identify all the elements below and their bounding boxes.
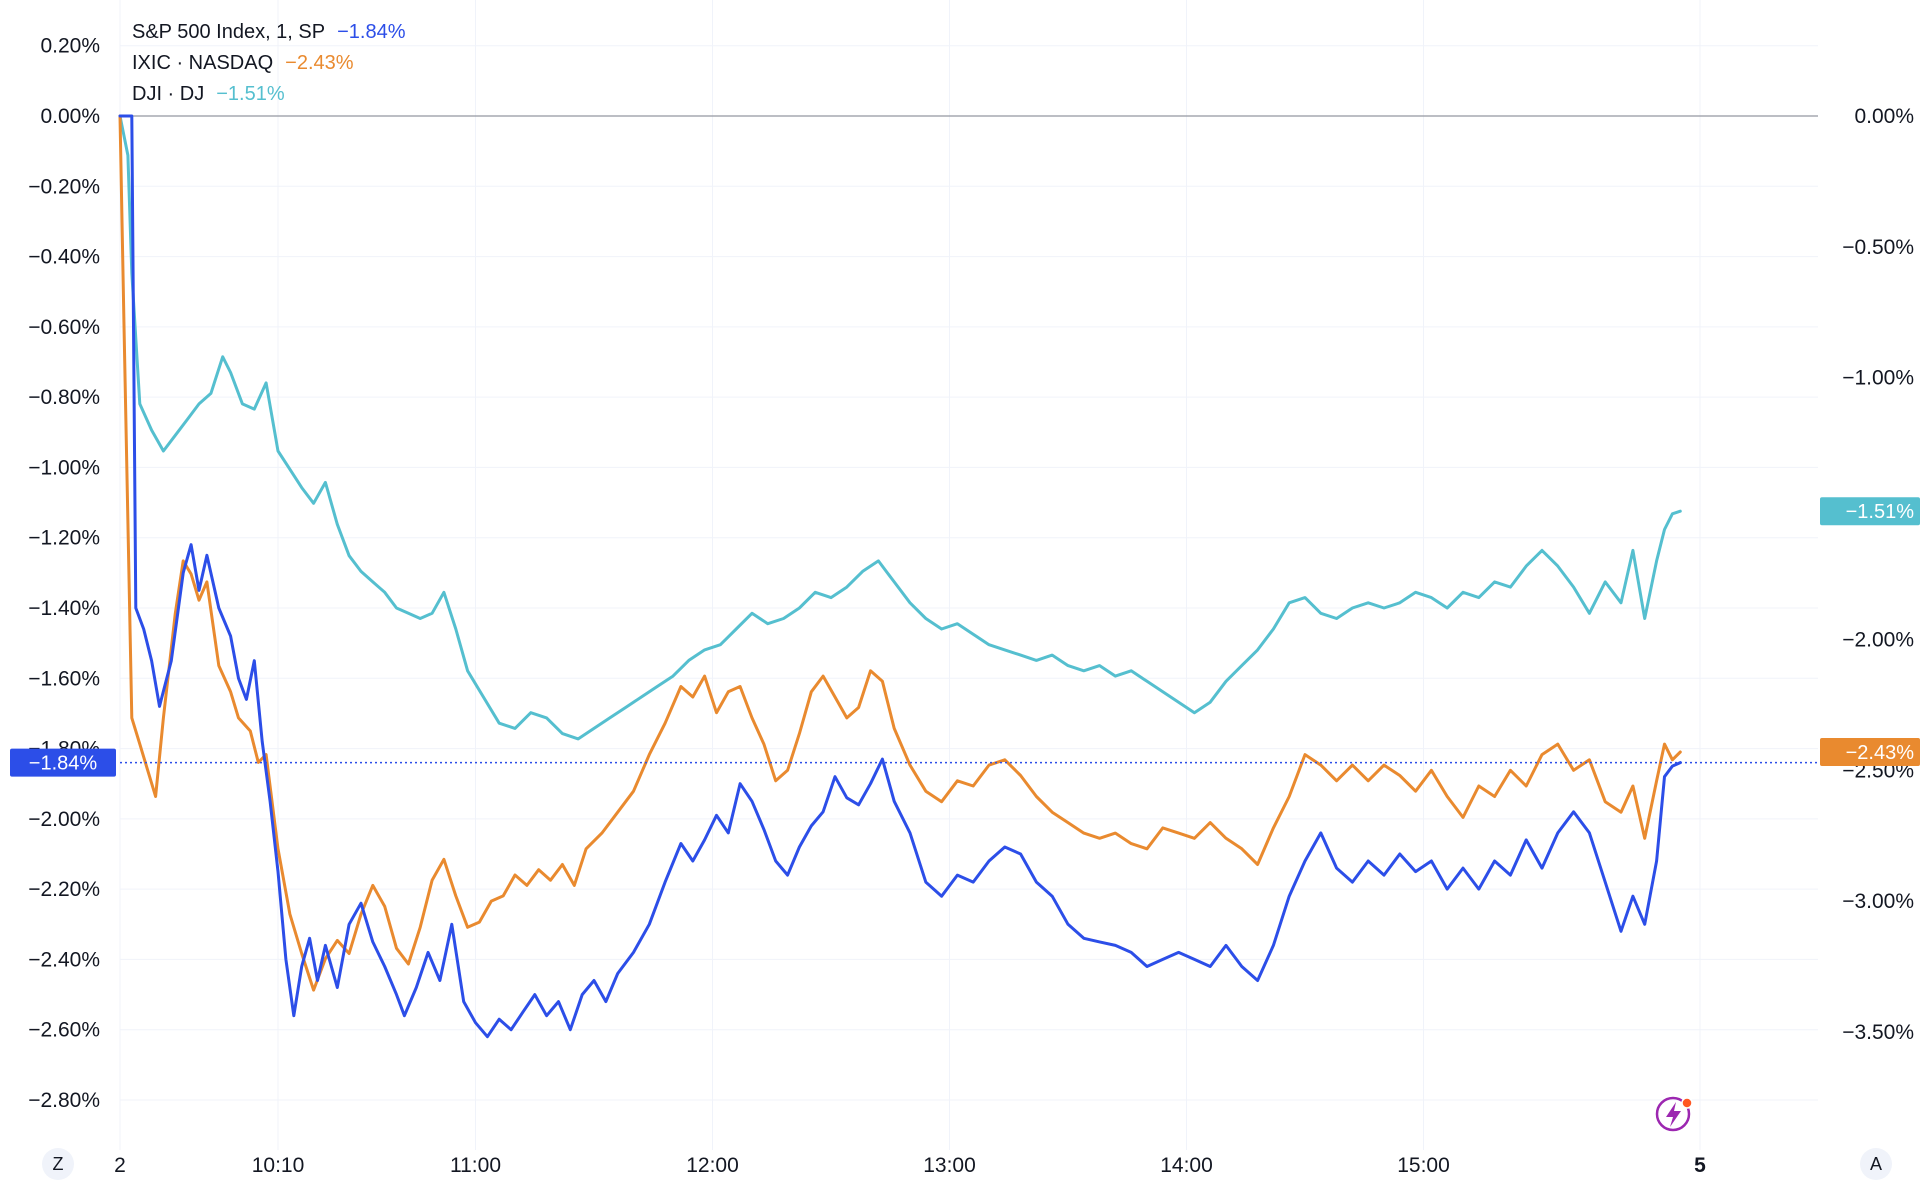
lightning-logo-icon[interactable]: [1655, 1096, 1693, 1132]
zoom-left-button[interactable]: Z: [42, 1148, 74, 1180]
right-tick-label: −0.50%: [1842, 236, 1914, 259]
left-price-axis[interactable]: 0.20% 0.00% −0.20% −0.40% −0.60% −0.80% −1.00%…: [10, 35, 116, 1112]
lightning-bolt: [1666, 1102, 1681, 1127]
right-tick-label: −3.00%: [1842, 890, 1914, 913]
auto-scale-button[interactable]: A: [1860, 1148, 1892, 1180]
left-tick-label: −0.20%: [28, 175, 100, 198]
legend-series-name: IXIC · NASDAQ: [132, 52, 273, 74]
left-tick-label: −2.80%: [28, 1089, 100, 1112]
left-tick-label: −1.20%: [28, 527, 100, 550]
legend: S&P 500 Index, 1, SP −1.84%IXIC · NASDAQ −…: [132, 21, 406, 105]
left-tick-label: −1.60%: [28, 667, 100, 690]
zoom-left-button-bg: [42, 1148, 74, 1180]
x-tick-label: 2: [114, 1154, 126, 1177]
legend-series-change: −1.51%: [216, 83, 285, 105]
legend-item-0[interactable]: S&P 500 Index, 1, SP −1.84%: [132, 21, 406, 43]
lightning-logo-dot: [1681, 1097, 1693, 1109]
x-tick-label: 10:10: [252, 1154, 305, 1177]
price-tag-label-1: −2.43%: [1846, 742, 1915, 764]
crosshair-tag: [10, 748, 116, 777]
x-tick-label: 5: [1694, 1154, 1706, 1177]
left-tick-label: −1.40%: [28, 597, 100, 620]
right-price-axis[interactable]: 0.00%−0.50%−1.00%−2.00%−2.50%−3.00%−3.50…: [1820, 105, 1920, 1044]
left-tick-label: −0.60%: [28, 316, 100, 339]
left-tick-label: −0.40%: [28, 246, 100, 269]
zoom-left-button-label: Z: [53, 1154, 64, 1174]
legend-series-change: −1.84%: [337, 21, 406, 43]
grid: [119, 0, 1818, 1150]
price-tag-1: [1820, 737, 1920, 766]
series-line-0: [118, 114, 1682, 1039]
legend-series-change: −2.43%: [285, 52, 354, 74]
x-tick-label: 12:00: [686, 1154, 739, 1177]
left-tick-label: 0.20%: [40, 35, 100, 58]
left-tick-label: −1.00%: [28, 456, 100, 479]
right-tick-label: −3.50%: [1842, 1021, 1914, 1044]
auto-scale-button-label: A: [1870, 1154, 1882, 1174]
series-line-1: [118, 114, 1682, 992]
right-tick-label: −1.00%: [1842, 367, 1914, 390]
time-axis[interactable]: 2 10:10 11:00 12:00 13:00 14:00 15:00 5: [114, 1154, 1706, 1177]
left-tick-label: −2.60%: [28, 1019, 100, 1042]
price-tag-label-0: −1.51%: [1846, 501, 1915, 523]
x-tick-label: 13:00: [923, 1154, 976, 1177]
price-tag-0: [1820, 497, 1920, 526]
legend-item-1[interactable]: IXIC · NASDAQ −2.43%: [132, 52, 354, 74]
legend-series-name: DJI · DJ: [132, 83, 204, 105]
right-tick-label: −2.00%: [1842, 628, 1914, 651]
legend-item-2[interactable]: DJI · DJ −1.51%: [132, 83, 285, 105]
x-tick-label: 14:00: [1160, 1154, 1213, 1177]
left-tick-label: 0.00%: [40, 105, 100, 128]
auto-scale-button-bg: [1860, 1148, 1892, 1180]
legend-series-name: S&P 500 Index, 1, SP: [132, 21, 325, 43]
series-lines: [118, 114, 1682, 1039]
x-tick-label: 15:00: [1397, 1154, 1450, 1177]
left-tick-label: −2.20%: [28, 878, 100, 901]
lightning-logo-ring: [1655, 1096, 1691, 1132]
series-line-2: [118, 114, 1682, 741]
crosshair-tag-label: −1.84%: [29, 753, 98, 775]
left-tick-label: −2.40%: [28, 948, 100, 971]
left-tick-label: −0.80%: [28, 386, 100, 409]
x-tick-label: 11:00: [450, 1154, 501, 1177]
right-tick-label: 0.00%: [1854, 105, 1914, 128]
left-tick-label: −2.00%: [28, 808, 100, 831]
